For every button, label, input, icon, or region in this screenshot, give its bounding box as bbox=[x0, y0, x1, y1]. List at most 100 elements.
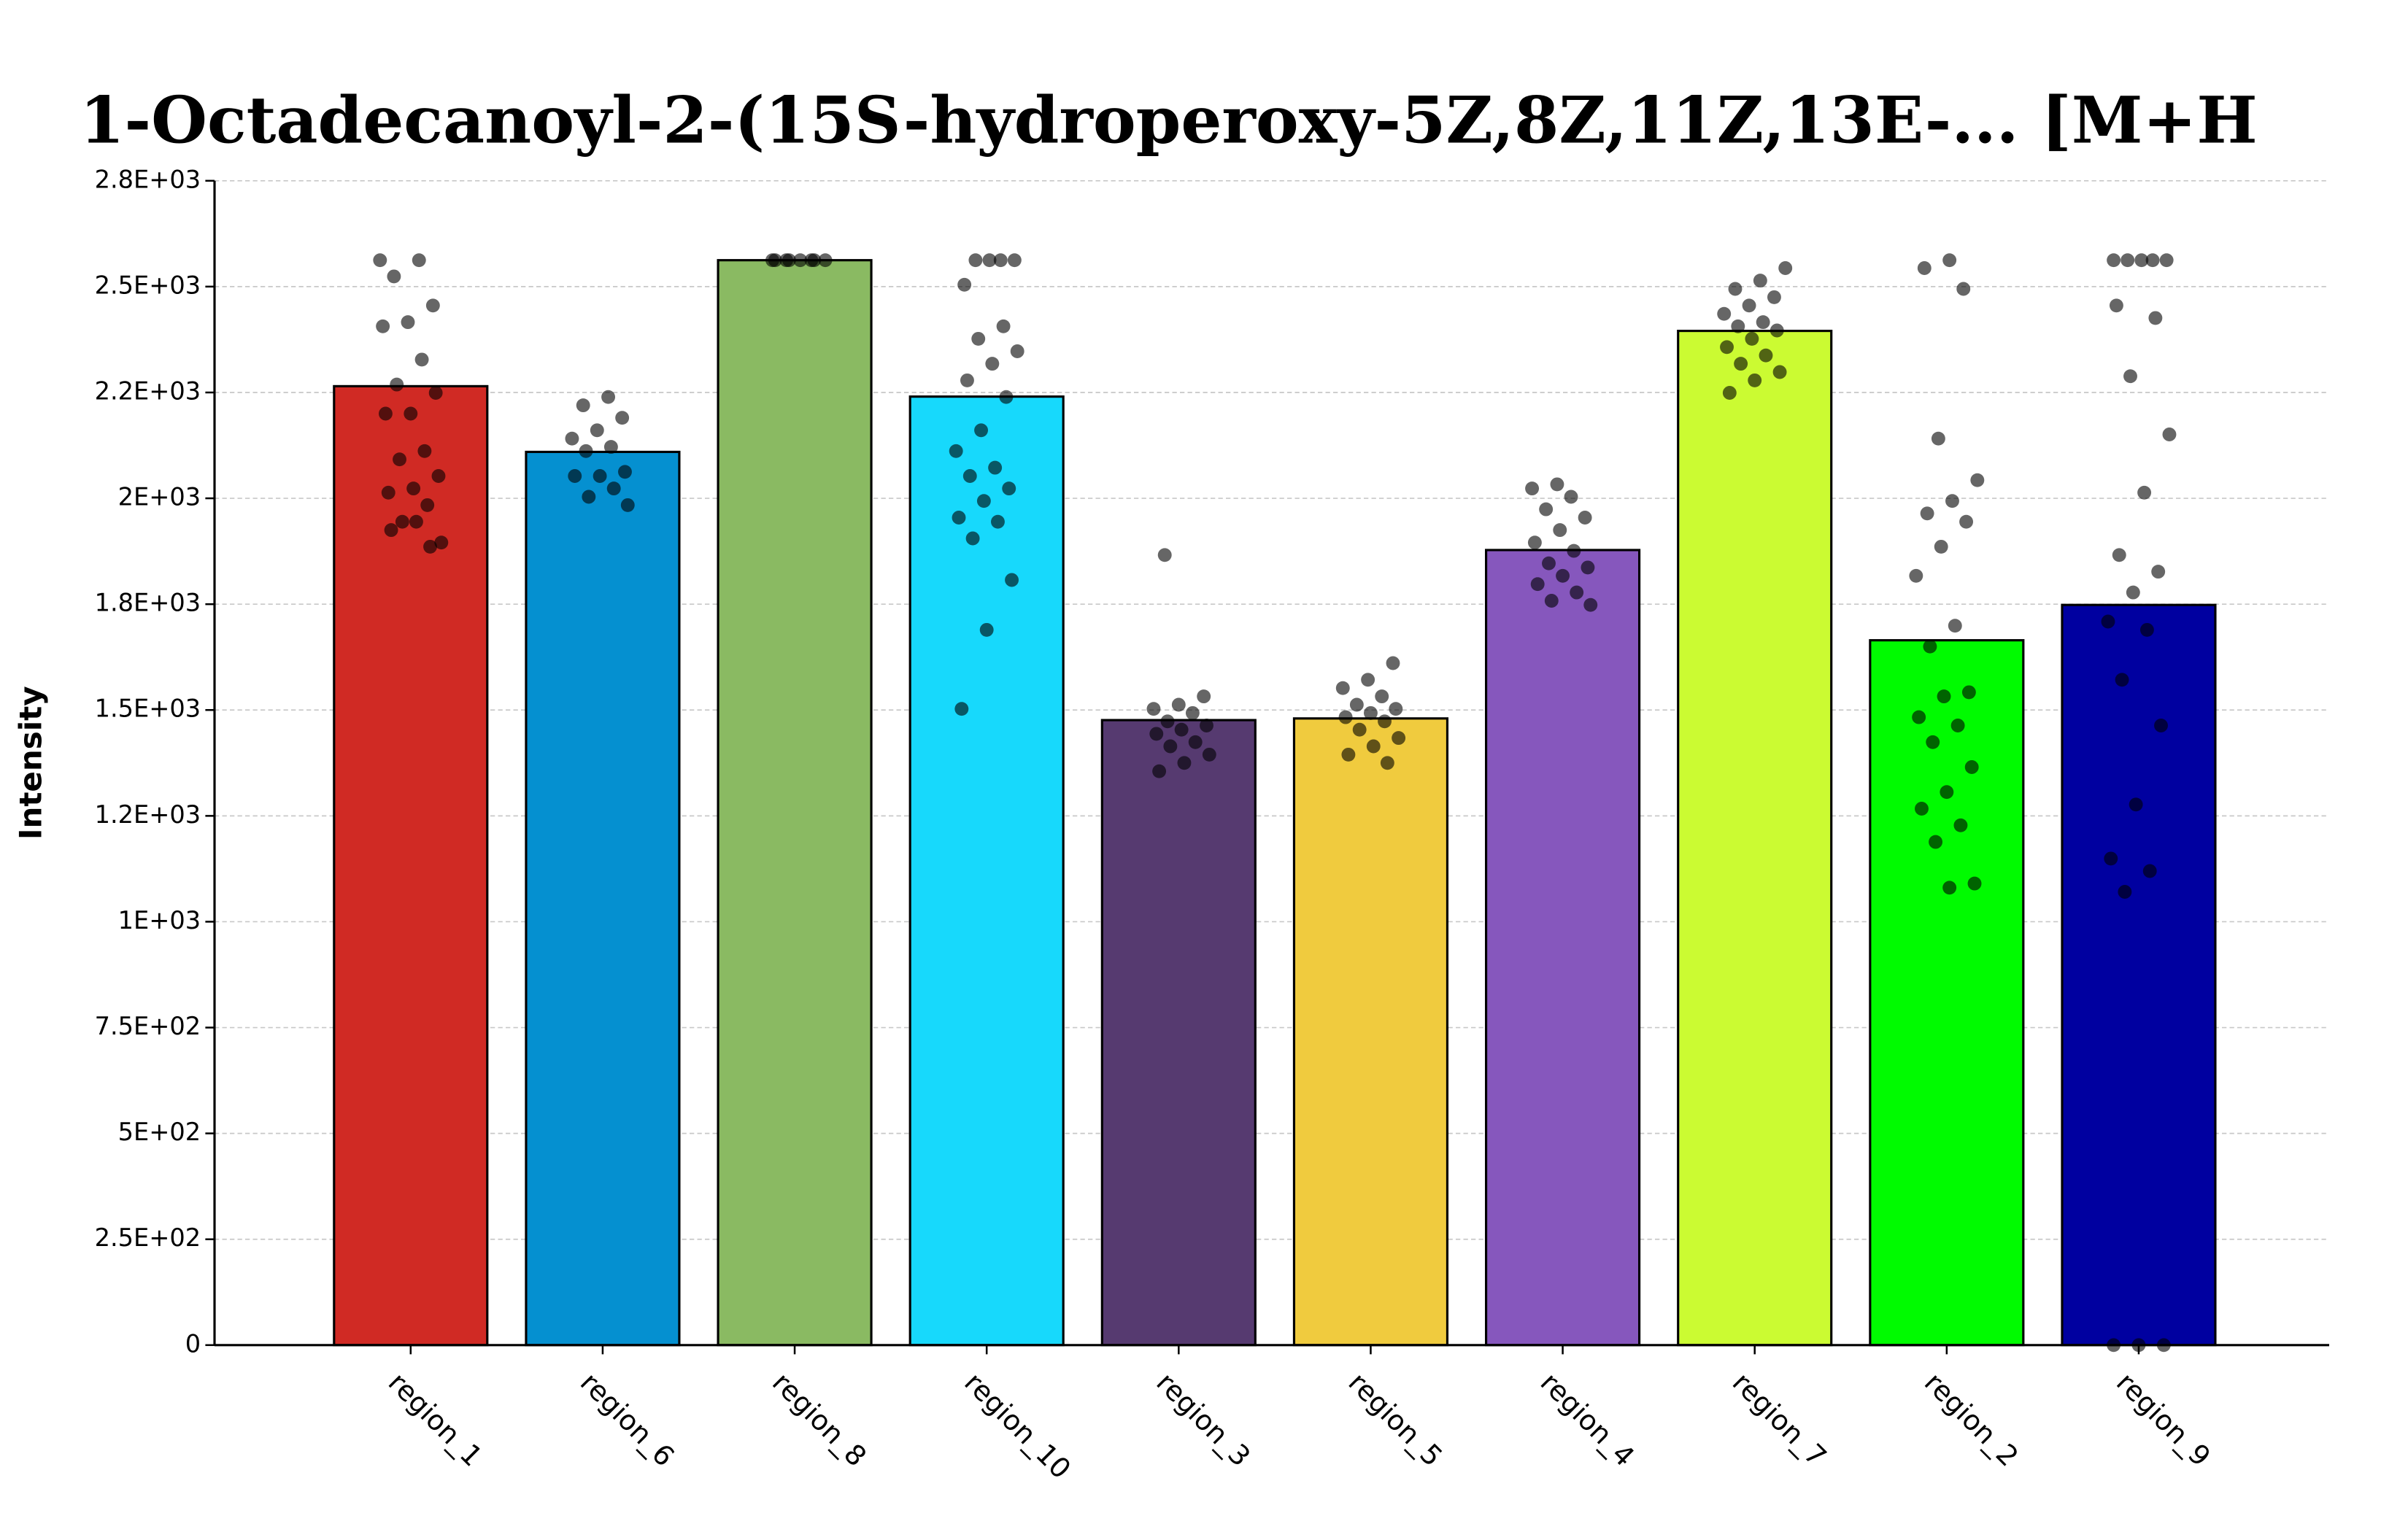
x-tick-label: region_2 bbox=[1918, 1366, 2025, 1473]
data-point bbox=[2101, 614, 2115, 629]
data-point bbox=[1525, 481, 1540, 496]
data-point bbox=[2156, 1338, 2171, 1353]
data-point bbox=[1146, 702, 1161, 716]
data-point bbox=[1542, 556, 1556, 570]
y-tick-label: 2.5E+02 bbox=[95, 1223, 201, 1252]
data-point bbox=[1163, 739, 1178, 754]
data-point bbox=[2115, 673, 2129, 687]
data-point bbox=[1564, 490, 1578, 504]
data-point bbox=[2118, 885, 2132, 899]
data-point bbox=[568, 469, 582, 483]
y-tick-label: 7.5E+02 bbox=[95, 1012, 201, 1040]
data-point bbox=[1530, 577, 1545, 592]
data-point bbox=[409, 514, 423, 529]
data-point bbox=[393, 452, 406, 467]
data-point bbox=[1929, 835, 1943, 849]
data-point bbox=[1920, 506, 1934, 521]
data-point bbox=[601, 390, 616, 404]
data-point bbox=[1171, 697, 1186, 712]
data-point bbox=[996, 319, 1011, 333]
data-point bbox=[1202, 747, 1216, 762]
data-point bbox=[807, 253, 822, 268]
data-point bbox=[1570, 585, 1584, 600]
data-point bbox=[423, 539, 437, 554]
data-point bbox=[1731, 319, 1745, 333]
data-point bbox=[1010, 344, 1024, 358]
data-point bbox=[603, 440, 618, 454]
x-tick-label: region_6 bbox=[574, 1366, 681, 1473]
data-point bbox=[991, 514, 1005, 529]
y-tick-label: 1E+03 bbox=[118, 906, 201, 935]
x-tick-label: region_10 bbox=[958, 1366, 1077, 1485]
data-point bbox=[1550, 477, 1564, 492]
bar bbox=[1677, 329, 1833, 1347]
data-point bbox=[782, 253, 796, 268]
data-point bbox=[1386, 656, 1400, 670]
y-tick-label: 2.2E+03 bbox=[95, 376, 201, 405]
data-point bbox=[593, 469, 607, 483]
x-tick-label: region_8 bbox=[766, 1366, 873, 1473]
data-point bbox=[1363, 705, 1378, 720]
data-point bbox=[384, 523, 398, 538]
y-tick-label: 1.2E+03 bbox=[95, 800, 201, 829]
data-point bbox=[949, 444, 963, 458]
data-point bbox=[2126, 585, 2140, 600]
y-tick-label: 5E+02 bbox=[118, 1118, 201, 1146]
bar bbox=[717, 259, 873, 1347]
data-point bbox=[1380, 756, 1394, 770]
data-point bbox=[1942, 253, 1957, 268]
data-point bbox=[590, 423, 604, 438]
data-point bbox=[2145, 253, 2160, 268]
data-point bbox=[1578, 511, 1592, 525]
data-point bbox=[2154, 719, 2168, 732]
data-point bbox=[1007, 253, 1022, 268]
data-point bbox=[1583, 597, 1598, 612]
data-point bbox=[376, 319, 390, 333]
data-point bbox=[1953, 818, 1968, 832]
data-point bbox=[2137, 485, 2152, 500]
data-point bbox=[2109, 298, 2123, 313]
data-point bbox=[579, 444, 593, 458]
data-point bbox=[1912, 710, 1926, 724]
data-point bbox=[1185, 705, 1200, 720]
data-point bbox=[2148, 311, 2163, 325]
data-point bbox=[1950, 719, 1965, 732]
data-point bbox=[1567, 543, 1581, 558]
data-point bbox=[1759, 348, 1773, 363]
bar bbox=[1869, 639, 2025, 1347]
data-point bbox=[2123, 369, 2137, 384]
data-point bbox=[1553, 523, 1567, 538]
data-point bbox=[387, 269, 401, 284]
data-point bbox=[960, 373, 974, 387]
data-point bbox=[1940, 785, 1954, 800]
data-point bbox=[425, 298, 440, 313]
data-point bbox=[1748, 373, 1762, 387]
data-point bbox=[395, 514, 409, 529]
data-point bbox=[1742, 298, 1756, 313]
data-point bbox=[1956, 282, 1971, 296]
data-point bbox=[1772, 365, 1787, 379]
data-point bbox=[1341, 747, 1356, 762]
data-point bbox=[606, 481, 621, 496]
data-point bbox=[2104, 851, 2118, 866]
data-point bbox=[1197, 689, 1211, 704]
bar bbox=[908, 395, 1065, 1347]
data-point bbox=[565, 431, 579, 446]
data-point bbox=[431, 469, 446, 483]
data-point bbox=[2131, 1338, 2146, 1353]
data-point bbox=[390, 377, 404, 392]
data-point bbox=[417, 444, 432, 458]
x-tick-label: region_1 bbox=[382, 1366, 489, 1473]
data-point bbox=[793, 253, 808, 268]
data-point bbox=[576, 398, 590, 413]
data-point bbox=[2120, 253, 2135, 268]
data-point bbox=[1942, 881, 1957, 895]
data-point bbox=[962, 469, 977, 483]
data-point bbox=[373, 253, 387, 268]
data-point bbox=[1937, 689, 1951, 704]
data-point bbox=[1778, 261, 1793, 275]
data-point bbox=[1556, 568, 1570, 583]
data-point bbox=[582, 490, 596, 504]
